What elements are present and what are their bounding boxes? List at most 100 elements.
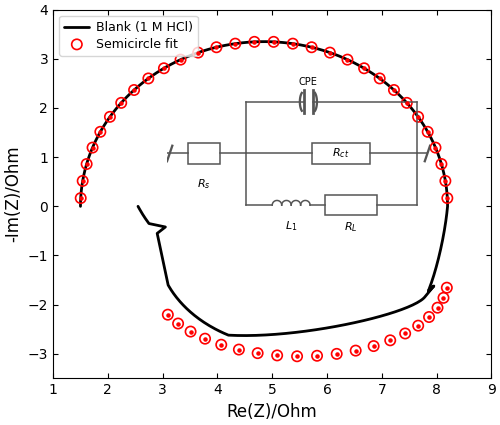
Semicircle fit: [444, 195, 452, 201]
Point: [270, 38, 278, 45]
Semicircle fit: [443, 284, 451, 291]
Semicircle fit: [370, 343, 378, 349]
Legend: Blank (1 M HCl), Semicircle fit: Blank (1 M HCl), Semicircle fit: [60, 16, 198, 56]
Semicircle fit: [293, 353, 301, 360]
Point: [212, 44, 220, 51]
Point: [174, 320, 182, 327]
Point: [386, 337, 394, 344]
Point: [403, 99, 411, 106]
Point: [360, 65, 368, 72]
Semicircle fit: [88, 144, 96, 151]
Point: [414, 113, 422, 120]
Point: [293, 353, 301, 360]
Semicircle fit: [352, 347, 360, 354]
Y-axis label: -Im(Z)/Ohm: -Im(Z)/Ohm: [4, 146, 22, 242]
Point: [443, 284, 451, 291]
Point: [308, 44, 316, 51]
Semicircle fit: [424, 128, 432, 135]
Semicircle fit: [403, 99, 411, 106]
Point: [432, 144, 440, 151]
Point: [414, 322, 422, 329]
Blank (1 M HCl): [78, 204, 84, 209]
Point: [194, 49, 202, 56]
Blank (1 M HCl): [442, 221, 448, 226]
Point: [344, 56, 351, 63]
Point: [186, 328, 194, 335]
Point: [370, 343, 378, 349]
Semicircle fit: [212, 44, 220, 51]
Point: [444, 195, 452, 201]
Semicircle fit: [76, 195, 84, 201]
Point: [88, 144, 96, 151]
Point: [352, 347, 360, 354]
Semicircle fit: [235, 346, 243, 353]
Semicircle fit: [414, 322, 422, 329]
Point: [164, 311, 172, 318]
Semicircle fit: [130, 87, 138, 94]
Semicircle fit: [186, 328, 194, 335]
Semicircle fit: [360, 65, 368, 72]
Semicircle fit: [344, 56, 351, 63]
Point: [376, 75, 384, 82]
Blank (1 M HCl): [140, 80, 146, 85]
Semicircle fit: [442, 178, 450, 184]
Point: [232, 40, 239, 47]
Semicircle fit: [106, 113, 114, 120]
X-axis label: Re(Z)/Ohm: Re(Z)/Ohm: [227, 403, 318, 421]
Point: [254, 350, 262, 357]
Semicircle fit: [432, 144, 440, 151]
Semicircle fit: [176, 56, 184, 63]
Point: [218, 341, 226, 348]
Semicircle fit: [376, 75, 384, 82]
Semicircle fit: [232, 40, 239, 47]
Semicircle fit: [289, 40, 297, 47]
Point: [438, 161, 446, 167]
Point: [82, 161, 90, 167]
Semicircle fit: [270, 38, 278, 45]
Blank (1 M HCl): [442, 178, 448, 183]
Point: [332, 351, 340, 357]
Semicircle fit: [194, 49, 202, 56]
Point: [442, 178, 450, 184]
Line: Blank (1 M HCl): Blank (1 M HCl): [80, 42, 448, 336]
Semicircle fit: [390, 87, 398, 94]
Semicircle fit: [434, 304, 442, 311]
Point: [160, 65, 168, 72]
Point: [434, 304, 442, 311]
Semicircle fit: [313, 352, 321, 359]
Point: [106, 113, 114, 120]
Point: [130, 87, 138, 94]
Blank (1 M HCl): [260, 39, 266, 44]
Point: [176, 56, 184, 63]
Point: [250, 38, 258, 45]
Blank (1 M HCl): [172, 292, 177, 297]
Semicircle fit: [144, 75, 152, 82]
Semicircle fit: [174, 320, 182, 327]
Semicircle fit: [96, 128, 104, 135]
Semicircle fit: [440, 295, 448, 301]
Semicircle fit: [250, 38, 258, 45]
Point: [424, 128, 432, 135]
Point: [78, 178, 86, 184]
Point: [76, 195, 84, 201]
Point: [425, 314, 433, 320]
Semicircle fit: [117, 99, 125, 106]
Semicircle fit: [201, 335, 209, 342]
Semicircle fit: [425, 314, 433, 320]
Semicircle fit: [78, 178, 86, 184]
Point: [313, 352, 321, 359]
Point: [390, 87, 398, 94]
Semicircle fit: [160, 65, 168, 72]
Semicircle fit: [308, 44, 316, 51]
Point: [326, 49, 334, 56]
Semicircle fit: [386, 337, 394, 344]
Point: [440, 295, 448, 301]
Blank (1 M HCl): [388, 85, 394, 90]
Semicircle fit: [218, 341, 226, 348]
Semicircle fit: [273, 352, 281, 359]
Point: [144, 75, 152, 82]
Semicircle fit: [414, 113, 422, 120]
Blank (1 M HCl): [338, 323, 344, 328]
Point: [96, 128, 104, 135]
Point: [401, 330, 409, 337]
